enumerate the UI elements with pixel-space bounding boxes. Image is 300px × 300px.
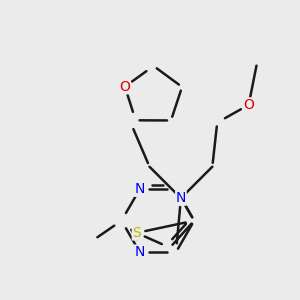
- Text: N: N: [176, 191, 186, 205]
- Text: S: S: [132, 226, 141, 240]
- Text: N: N: [134, 245, 145, 259]
- Text: O: O: [119, 80, 130, 94]
- Text: N: N: [134, 182, 145, 196]
- Text: O: O: [243, 98, 254, 112]
